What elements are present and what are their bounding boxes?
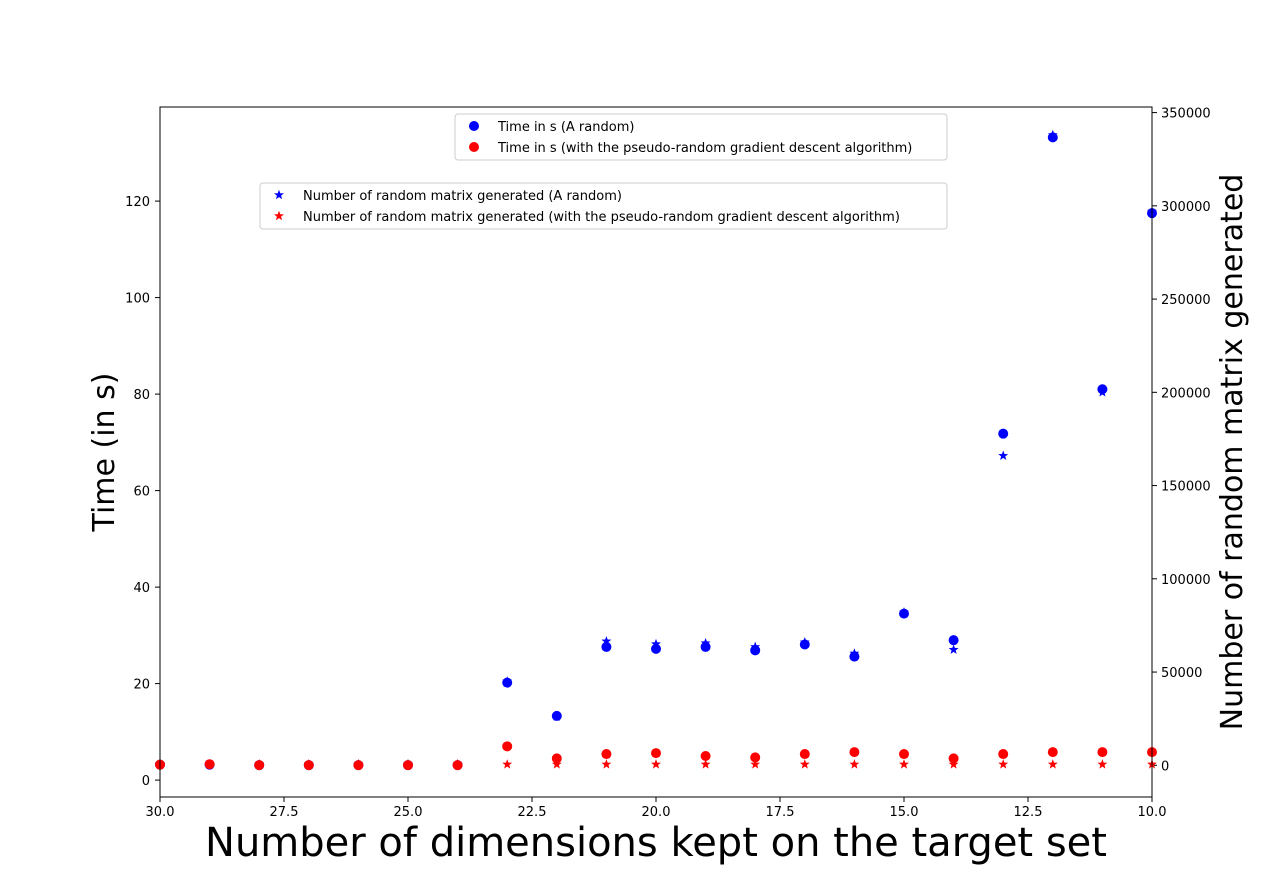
time-point-series-1 bbox=[1047, 747, 1058, 758]
legend-count-gradient-label: Number of random matrix generated (with … bbox=[303, 210, 900, 225]
time-point-series-0 bbox=[601, 641, 612, 652]
legend-time-a-random-marker bbox=[469, 121, 479, 131]
count-point-series-1 bbox=[551, 759, 562, 769]
x-axis-label: Number of dimensions kept on the target … bbox=[205, 820, 1107, 866]
legend-time-a-random-label: Time in s (A random) bbox=[497, 120, 634, 135]
count-point-series-1 bbox=[502, 759, 513, 769]
time-point-series-0 bbox=[502, 677, 513, 688]
time-point-series-1 bbox=[303, 760, 314, 771]
count-point-series-1 bbox=[849, 759, 860, 769]
time-point-series-0 bbox=[551, 710, 562, 721]
count-point-series-0 bbox=[651, 638, 661, 649]
time-point-series-1 bbox=[403, 760, 413, 771]
y-right-tick-label: 100000 bbox=[1161, 573, 1211, 588]
time-point-series-1 bbox=[353, 760, 364, 771]
legend-count-gradient-marker bbox=[274, 210, 284, 221]
y-right-tick-label: 250000 bbox=[1161, 293, 1211, 308]
tick-layer: 30.0 27.5 25.0 22.5 20.0 17.5 15.0 12.5 10.0 0 20 4… bbox=[125, 107, 1210, 820]
y-left-tick-label: 80 bbox=[133, 388, 150, 403]
points-layer bbox=[155, 129, 1157, 771]
time-point-series-1 bbox=[601, 749, 612, 760]
time-point-series-1 bbox=[998, 749, 1009, 760]
x-tick-label: 15.0 bbox=[890, 805, 919, 820]
time-point-series-1 bbox=[452, 760, 463, 771]
count-point-series-1 bbox=[750, 759, 761, 769]
count-point-series-1 bbox=[651, 759, 661, 769]
x-tick-label: 12.5 bbox=[1014, 805, 1043, 820]
time-point-series-0 bbox=[750, 645, 761, 656]
time-point-series-1 bbox=[899, 749, 909, 760]
y-left-tick-label: 100 bbox=[125, 292, 150, 307]
y-left-tick-label: 0 bbox=[142, 774, 150, 789]
legend-count: Number of random matrix generated (A ran… bbox=[259, 182, 948, 230]
y-right-tick-label: 50000 bbox=[1161, 666, 1202, 681]
time-point-series-0 bbox=[700, 641, 711, 652]
count-point-series-1 bbox=[1047, 759, 1058, 769]
count-point-series-1 bbox=[799, 759, 810, 769]
legend-count-a-random-label: Number of random matrix generated (A ran… bbox=[303, 189, 622, 204]
count-point-series-1 bbox=[948, 759, 959, 769]
time-point-series-1 bbox=[1097, 747, 1108, 758]
y-right-tick-label: 0 bbox=[1161, 759, 1169, 774]
y-axis-label-right: Number of random matrix generated bbox=[1215, 174, 1250, 731]
x-tick-label: 25.0 bbox=[394, 805, 423, 820]
x-tick-label: 30.0 bbox=[146, 805, 175, 820]
x-tick-label: 22.5 bbox=[518, 805, 547, 820]
count-point-series-0 bbox=[948, 644, 959, 654]
legend-count-box bbox=[259, 182, 948, 230]
legend-time-gradient-marker bbox=[469, 142, 479, 152]
legend-time: Time in s (A random) Time in s (with the… bbox=[454, 113, 948, 161]
time-point-series-0 bbox=[998, 428, 1009, 439]
x-tick-label: 20.0 bbox=[642, 805, 671, 820]
time-point-series-1 bbox=[551, 753, 562, 764]
count-point-series-0 bbox=[998, 450, 1009, 460]
count-point-series-1 bbox=[899, 759, 909, 769]
legend-count-a-random-marker bbox=[274, 189, 284, 200]
y-left-tick-label: 60 bbox=[133, 485, 150, 500]
time-point-series-1 bbox=[254, 760, 265, 771]
x-tick-label: 27.5 bbox=[270, 805, 299, 820]
y-right-tick-label: 150000 bbox=[1161, 480, 1211, 495]
time-point-series-0 bbox=[849, 651, 860, 662]
time-point-series-0 bbox=[799, 639, 810, 650]
count-point-series-1 bbox=[700, 759, 711, 769]
x-tick-label: 17.5 bbox=[766, 805, 795, 820]
legend-time-box bbox=[454, 113, 948, 161]
time-point-series-1 bbox=[204, 759, 215, 770]
time-point-series-1 bbox=[849, 747, 860, 758]
y-axis-label-left: Time (in s) bbox=[87, 373, 122, 533]
count-point-series-1 bbox=[601, 759, 612, 769]
time-point-series-1 bbox=[651, 748, 661, 759]
y-right-tick-label: 200000 bbox=[1161, 386, 1211, 401]
y-left-tick-label: 40 bbox=[133, 581, 150, 596]
legend-time-gradient-label: Time in s (with the pseudo-random gradie… bbox=[497, 141, 912, 156]
time-point-series-1 bbox=[750, 752, 761, 763]
time-point-series-0 bbox=[1047, 132, 1058, 143]
x-tick-label: 10.0 bbox=[1138, 805, 1167, 820]
count-point-series-1 bbox=[1097, 759, 1108, 769]
time-point-series-1 bbox=[799, 749, 810, 760]
time-point-series-0 bbox=[651, 643, 661, 654]
time-point-series-0 bbox=[899, 608, 909, 619]
y-left-tick-label: 120 bbox=[125, 195, 150, 210]
plot-frame bbox=[159, 106, 1153, 798]
time-point-series-1 bbox=[700, 750, 711, 761]
y-left-tick-label: 20 bbox=[133, 678, 150, 693]
time-point-series-1 bbox=[502, 741, 513, 752]
count-point-series-1 bbox=[998, 759, 1009, 769]
time-point-series-1 bbox=[948, 753, 959, 764]
y-right-tick-label: 350000 bbox=[1161, 107, 1211, 122]
y-right-tick-label: 300000 bbox=[1161, 200, 1211, 215]
count-point-series-0 bbox=[601, 636, 612, 646]
time-point-series-0 bbox=[948, 635, 959, 646]
time-point-series-0 bbox=[1097, 384, 1108, 395]
